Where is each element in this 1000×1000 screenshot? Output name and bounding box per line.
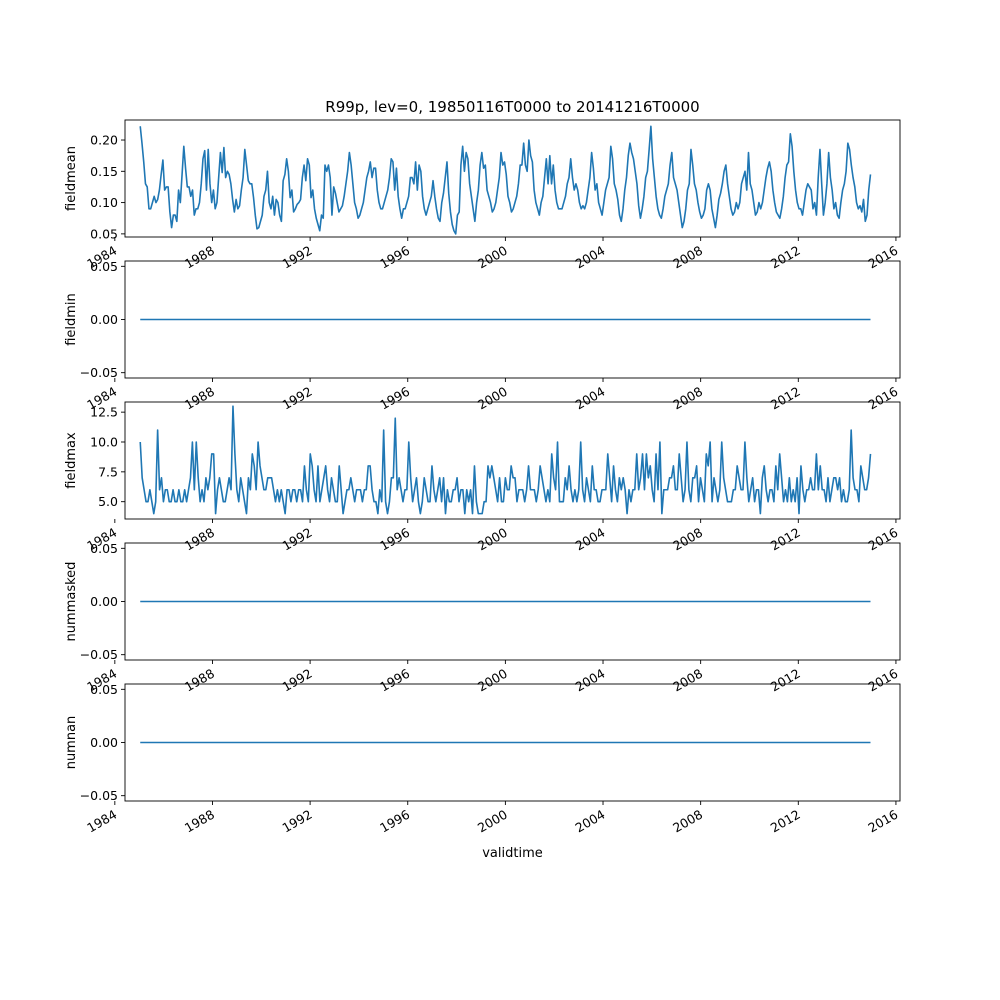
y-axis-label: fieldmean <box>64 146 79 211</box>
y-tick-label: 5.0 <box>98 494 118 509</box>
x-axis-label: validtime <box>482 846 543 861</box>
y-tick-label: 0.05 <box>90 226 118 241</box>
series-line-fieldmax <box>139 405 872 515</box>
y-axis-label: fieldmax <box>64 432 79 489</box>
y-axis-label: nummasked <box>64 562 79 642</box>
y-tick-label: 12.5 <box>90 405 118 420</box>
y-tick-label: 0.05 <box>90 259 118 274</box>
y-tick-label: 10.0 <box>90 434 118 449</box>
y-tick-label: 0.00 <box>90 312 118 327</box>
y-tick-label: 0.00 <box>90 594 118 609</box>
y-axis-label: numnan <box>64 716 79 770</box>
y-tick-label: −0.05 <box>80 788 118 803</box>
y-axis-label: fieldmin <box>64 293 79 346</box>
y-tick-label: 7.5 <box>98 464 118 479</box>
series-line-fieldmean <box>139 125 872 235</box>
y-tick-label: 0.05 <box>90 682 118 697</box>
y-tick-label: 0.20 <box>90 133 118 148</box>
y-tick-label: 0.05 <box>90 541 118 556</box>
y-tick-label: −0.05 <box>80 647 118 662</box>
y-tick-label: 0.10 <box>90 195 118 210</box>
y-tick-label: 0.15 <box>90 164 118 179</box>
y-tick-label: 0.00 <box>90 735 118 750</box>
chart-title: R99p, lev=0, 19850116T0000 to 20141216T0… <box>325 98 699 116</box>
axes-frame <box>124 119 901 238</box>
y-tick-label: −0.05 <box>80 365 118 380</box>
axes-frame <box>124 401 901 520</box>
